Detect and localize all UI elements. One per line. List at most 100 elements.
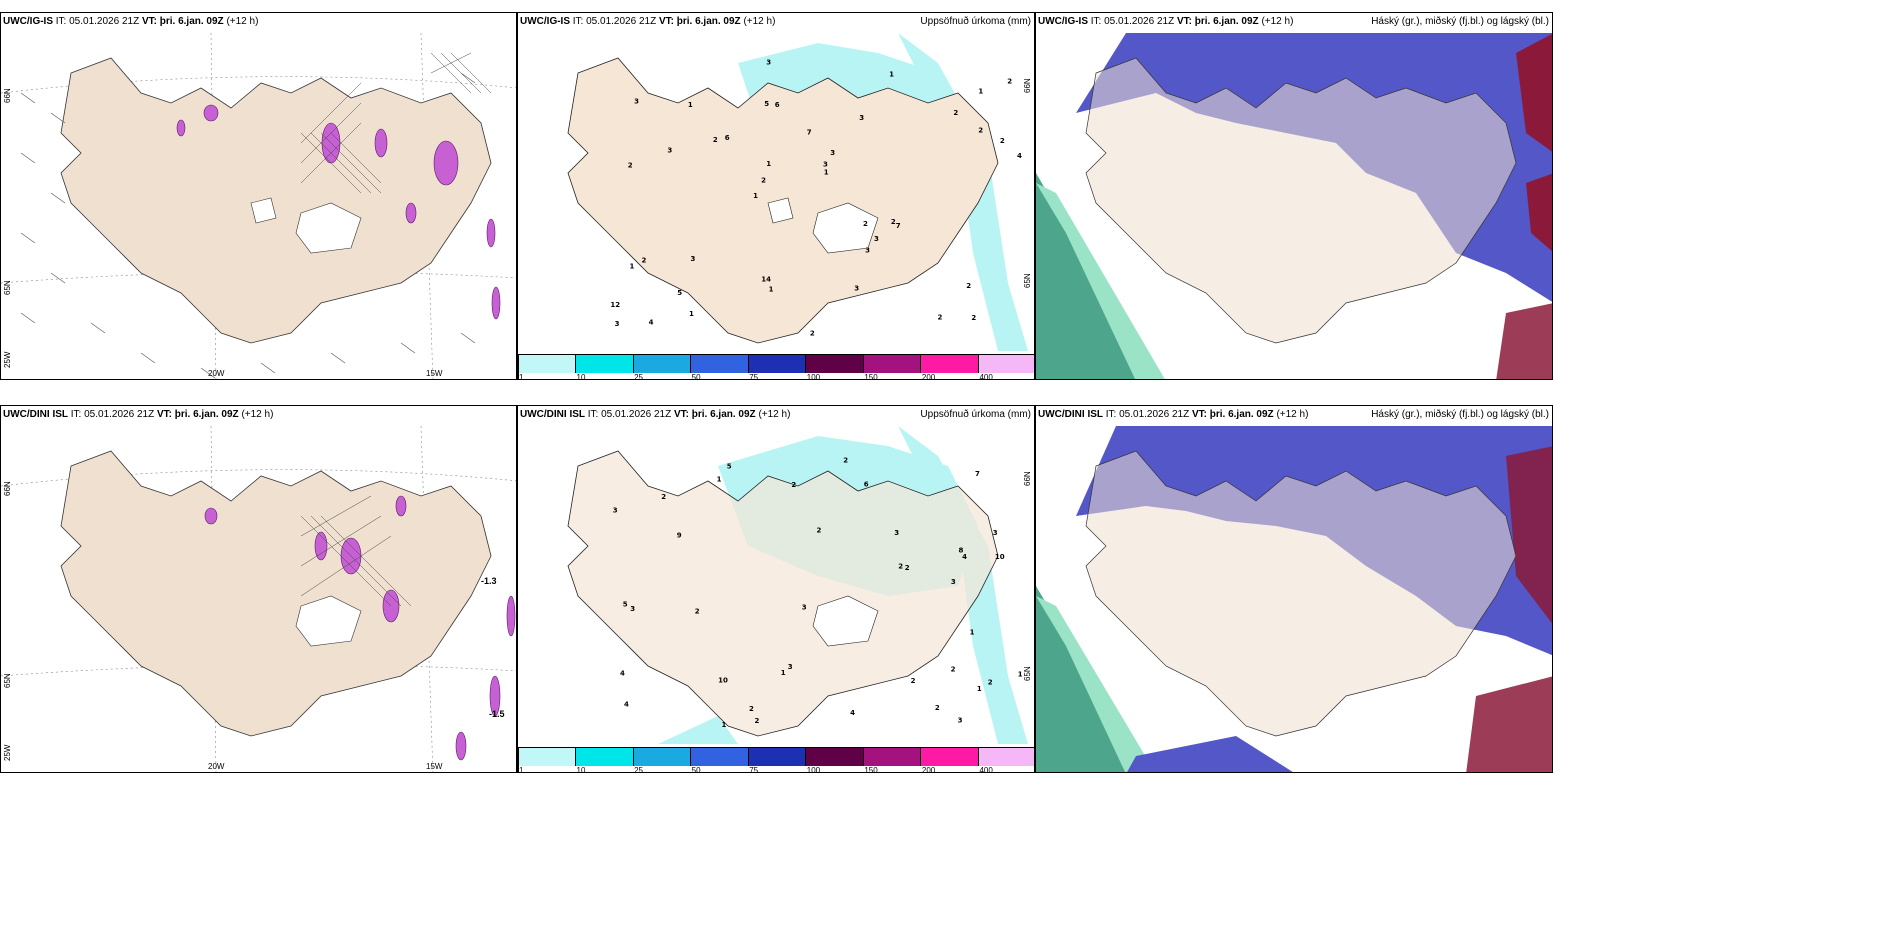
panel-subtitle: Háský (gr.), miðský (fj.bl.) og lágský (… <box>1371 16 1549 27</box>
precip-value: 3 <box>874 235 879 243</box>
precip-map: 2322458107910332421134534221263122131222… <box>567 426 1028 744</box>
precip-value: 4 <box>649 318 654 326</box>
colorbar-cell <box>863 355 922 373</box>
lon-label: 25W <box>3 744 12 761</box>
precip-value: 1 <box>753 192 758 200</box>
precip-value: 1 <box>688 101 693 109</box>
lat-label: 65N <box>1023 273 1032 288</box>
lat-label: 66N <box>3 88 12 103</box>
precip-value: 14 <box>761 276 771 284</box>
lon-label: 25W <box>3 351 12 368</box>
lat-label: 65N <box>3 280 12 295</box>
precip-value: 4 <box>1017 152 1022 160</box>
value-label: -1.3 <box>481 576 497 586</box>
precip-value: 5 <box>764 100 769 108</box>
colorbar-tick: 400 <box>979 766 993 773</box>
precip-value: 2 <box>951 665 956 673</box>
colorbar-tick: 50 <box>691 766 701 773</box>
colorbar-tick: 200 <box>921 373 936 380</box>
colorbar-tick: 100 <box>806 373 821 380</box>
colorbar-cell <box>519 748 577 766</box>
precip-value: 10 <box>718 677 728 685</box>
precip-value: 4 <box>620 670 625 678</box>
lat-label: 65N <box>3 673 12 688</box>
precip-value: 10 <box>995 553 1005 561</box>
precip-value: 3 <box>691 255 696 263</box>
precip-value: 3 <box>830 149 835 157</box>
precip-value: 2 <box>628 161 633 169</box>
precip-value: 2 <box>817 527 822 535</box>
cloud-map <box>1036 426 1552 772</box>
precip-value: 5 <box>677 289 682 297</box>
precip-value: 2 <box>755 717 760 725</box>
colorbar-cell <box>806 748 864 766</box>
colorbar-cell <box>519 355 577 373</box>
precip-value: 2 <box>1007 77 1012 85</box>
precip-value: 3 <box>634 97 639 105</box>
panel-top-right: UWC/IG-IS IT: 05.01.2026 21Z VT: þri. 6.… <box>1035 12 1553 380</box>
panel-title: UWC/DINI ISL IT: 05.01.2026 21Z VT: þri.… <box>3 409 274 420</box>
precip-value: 4 <box>850 709 855 717</box>
lon-label: 20W <box>208 369 225 378</box>
precip-value: 2 <box>810 330 815 338</box>
panel-subtitle: Háský (gr.), miðský (fj.bl.) og lágský (… <box>1371 409 1549 420</box>
precip-value: 1 <box>766 160 771 168</box>
precip-value: 2 <box>695 608 700 616</box>
precip-value: 3 <box>993 529 998 537</box>
precip-value: 1 <box>722 721 727 729</box>
precip-value: 2 <box>935 704 940 712</box>
colorbar-cell <box>921 355 979 373</box>
colorbar-tick: 50 <box>691 373 701 380</box>
colorbar-tick: 10 <box>576 373 586 380</box>
precip-value: 3 <box>894 529 899 537</box>
precip-value: 2 <box>791 481 796 489</box>
precip-value: 3 <box>859 114 864 122</box>
panel-subtitle: Uppsöfnuð úrkoma (mm) <box>920 409 1031 420</box>
precip-value: 1 <box>769 286 774 294</box>
precip-value: 2 <box>905 564 910 572</box>
precip-value: 9 <box>677 531 682 539</box>
precip-colorbar <box>518 747 1034 772</box>
panel-bot-mid: UWC/DINI ISL IT: 05.01.2026 21Z VT: þri.… <box>517 405 1035 773</box>
precip-value: 8 <box>959 546 964 554</box>
iceland-landmass <box>60 450 492 737</box>
precip-value: 2 <box>891 218 896 226</box>
colorbar-cell <box>691 355 749 373</box>
precip-value: 2 <box>971 314 976 322</box>
lat-label: 66N <box>1023 471 1032 486</box>
precip-value: 2 <box>642 257 647 265</box>
panel-title: UWC/IG-IS IT: 05.01.2026 21Z VT: þri. 6.… <box>3 16 259 27</box>
precip-value: 1 <box>889 71 894 79</box>
precip-value: 2 <box>661 493 666 501</box>
precip-value: 3 <box>865 246 870 254</box>
colorbar-tick: 100 <box>806 766 821 773</box>
colorbar-cell <box>748 355 807 373</box>
iceland-landmass <box>1085 57 1517 344</box>
colorbar-tick: 200 <box>921 766 936 773</box>
lat-label: 66N <box>3 481 12 496</box>
precip-value: 1 <box>1018 671 1023 679</box>
wind-barb-map <box>1 33 516 379</box>
precip-value: 3 <box>823 160 828 168</box>
colorbar-cell <box>633 355 692 373</box>
precip-value: 4 <box>962 553 967 561</box>
precip-value: 1 <box>717 475 722 483</box>
cloud-map <box>1036 33 1552 379</box>
colorbar-cell <box>806 355 864 373</box>
lat-label: 65N <box>1023 666 1032 681</box>
colorbar-cell <box>863 748 922 766</box>
precip-value: 6 <box>864 481 869 489</box>
panel-title: UWC/IG-IS IT: 05.01.2026 21Z VT: þri. 6.… <box>1038 16 1294 27</box>
colorbar-cell <box>978 748 1034 766</box>
panel-top-mid: UWC/IG-IS IT: 05.01.2026 21Z VT: þri. 6.… <box>517 12 1035 380</box>
lon-label: 15W <box>426 762 443 771</box>
precip-value: 1 <box>977 685 982 693</box>
colorbar-tick: 75 <box>749 373 759 380</box>
precip-value: 1 <box>970 629 975 637</box>
colorbar-tick: 1 <box>519 766 524 773</box>
precip-value: 12 <box>610 301 620 309</box>
precip-value: 3 <box>951 578 956 586</box>
precip-value: 2 <box>988 678 993 686</box>
precip-value: 1 <box>978 87 983 95</box>
precip-value: 2 <box>978 127 983 135</box>
